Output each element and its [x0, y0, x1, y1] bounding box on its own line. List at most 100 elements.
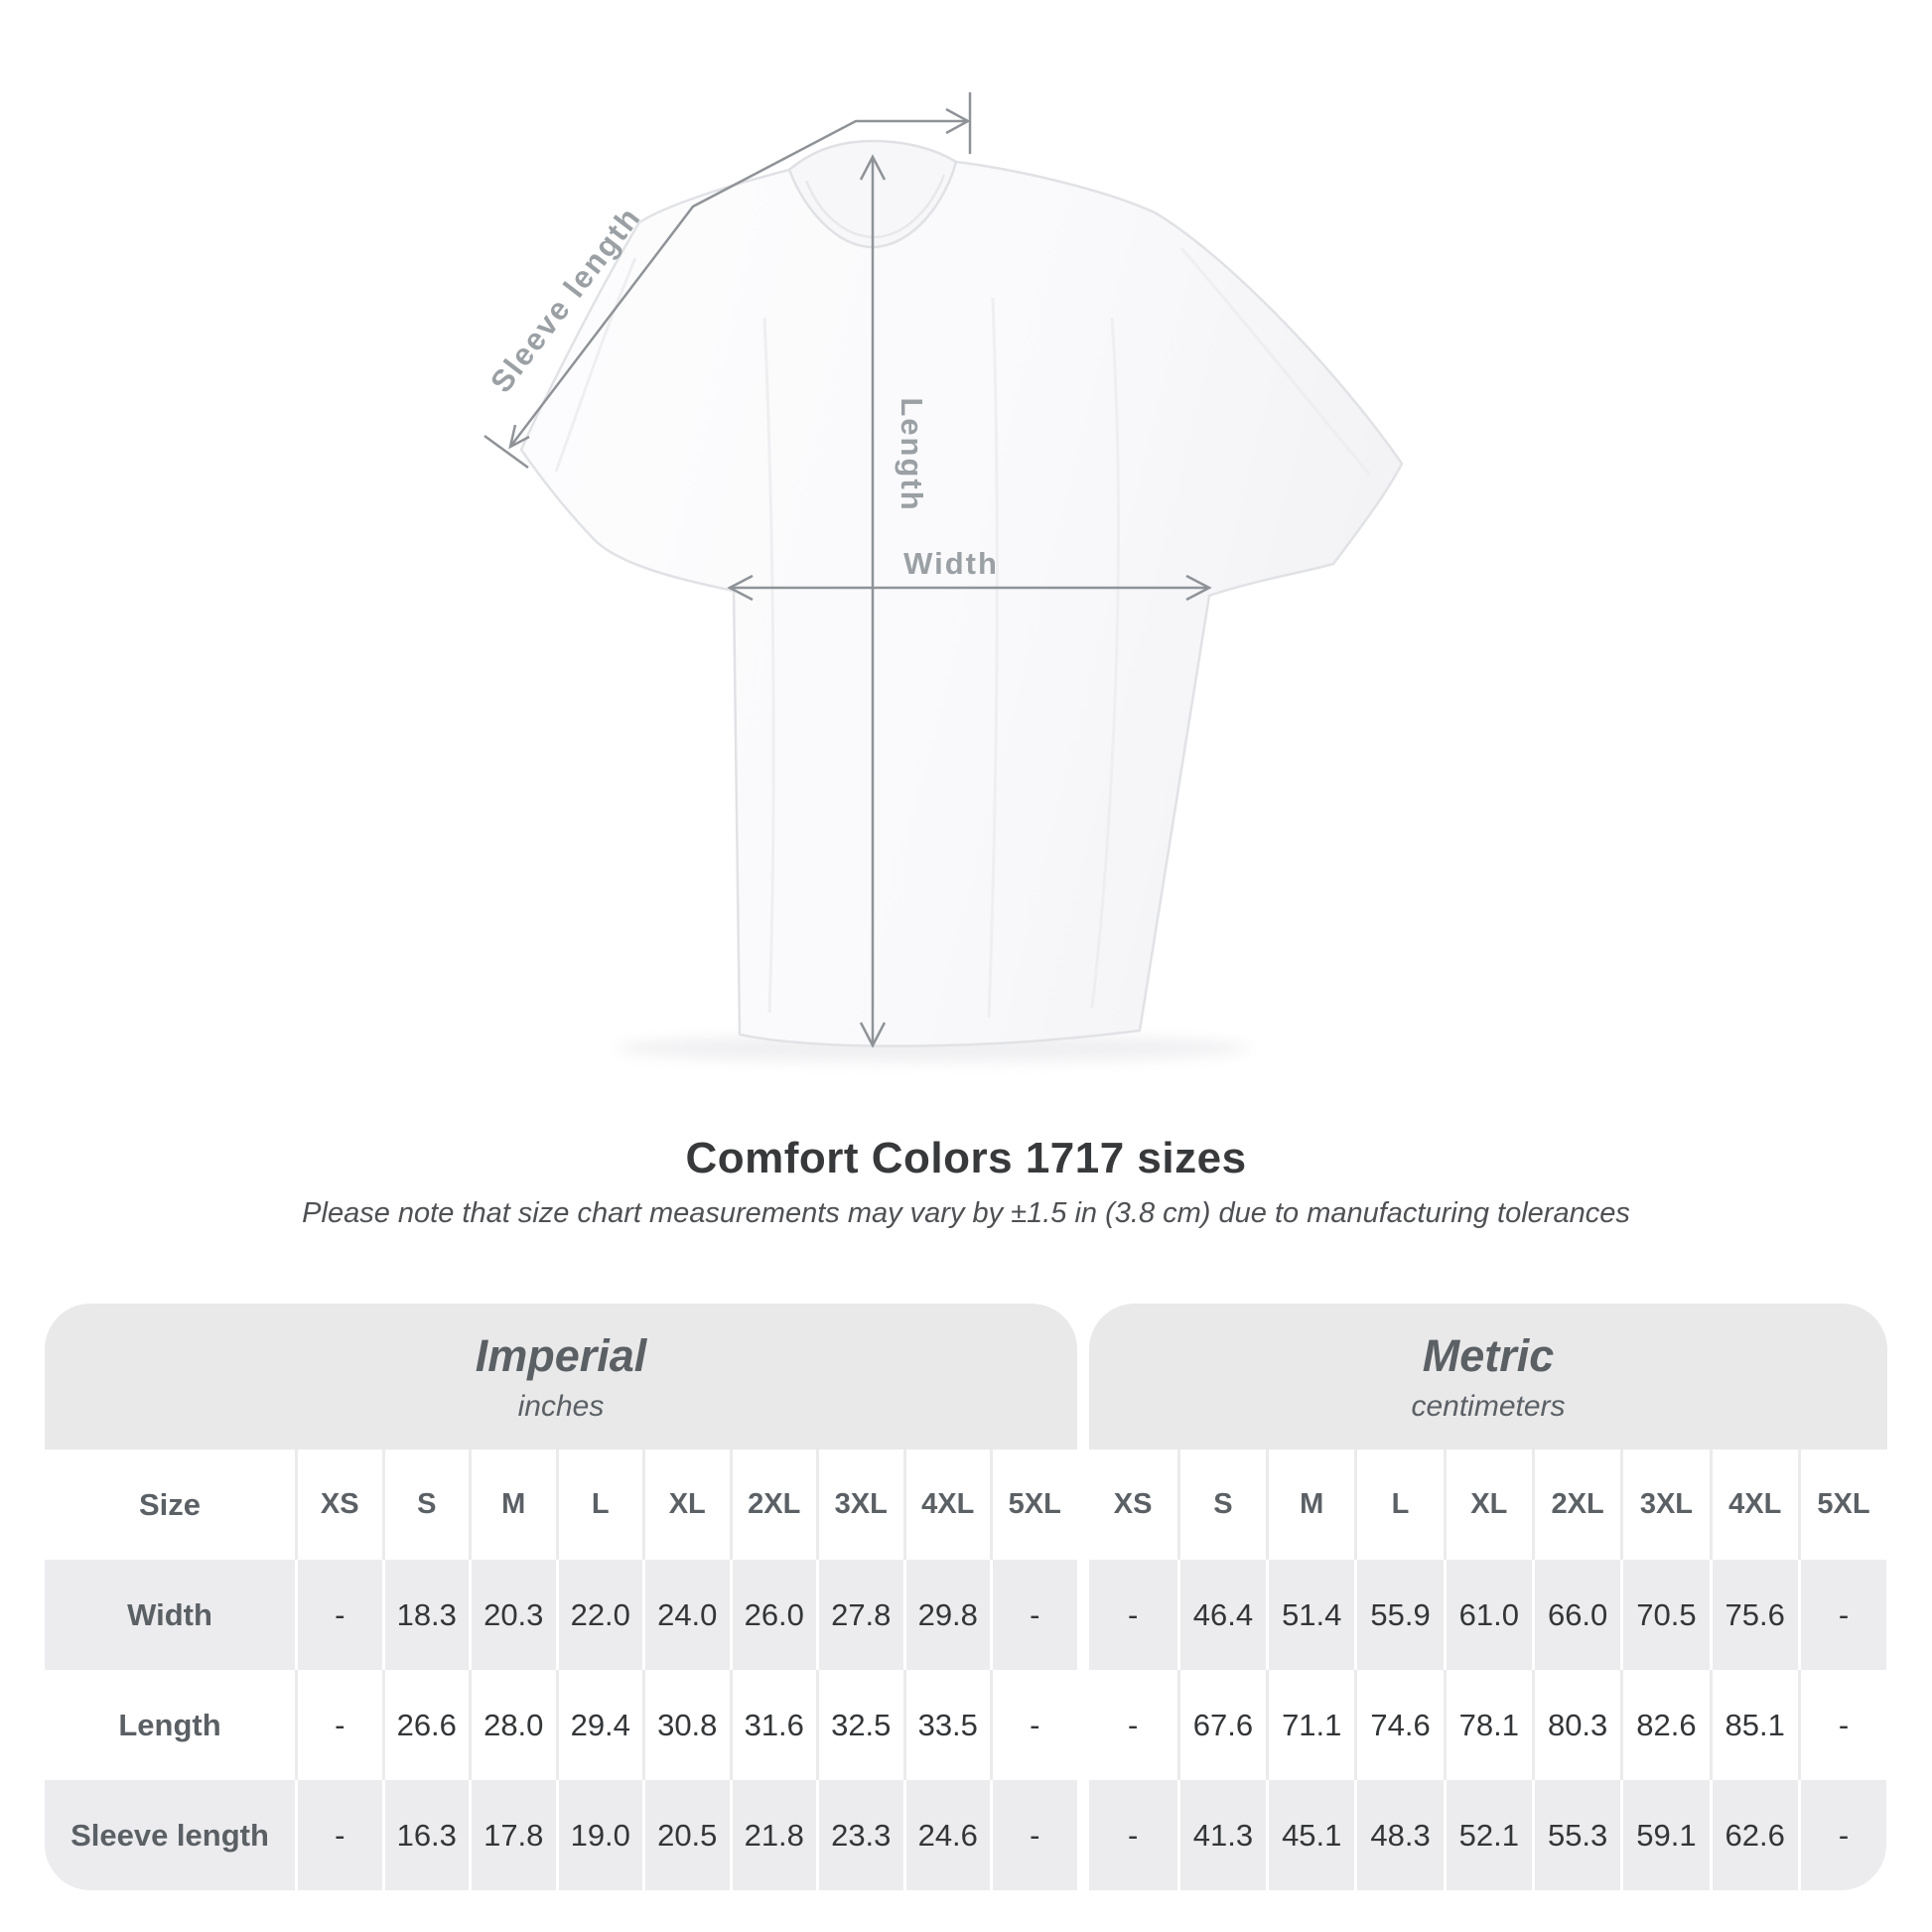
width-label: Width	[903, 546, 999, 581]
size-value-cell: -	[295, 1560, 382, 1670]
size-value-cell: 22.0	[555, 1560, 642, 1670]
size-value-cell: 46.4	[1176, 1560, 1267, 1670]
size-value-cell: -	[1797, 1560, 1887, 1670]
size-value-cell: -	[295, 1780, 382, 1890]
table-row: Size XS S M L XL 2XL 3XL 4XL 5XL XS S M L XL 2XL 3XL 4XL 5…	[45, 1449, 1887, 1560]
sleeve-length-end-arrowhead	[508, 424, 530, 450]
table-row: Length -26.6 28.0 29.4 30.8 31.6 32.5 33.5- -67.…	[45, 1670, 1887, 1780]
tshirt-size-diagram: Sleeve length Length Width	[483, 92, 1404, 1062]
size-value-cell: 62.6	[1709, 1780, 1798, 1890]
size-col-header: M	[1266, 1449, 1354, 1560]
length-label: Length	[895, 397, 929, 511]
size-value-cell: 32.5	[816, 1670, 903, 1780]
size-value-cell: 48.3	[1354, 1780, 1444, 1890]
size-value-cell: 55.3	[1531, 1780, 1621, 1890]
size-value-cell: 80.3	[1531, 1670, 1620, 1780]
table-row: Sleeve length -16.3 17.8 19.0 20.5 21.8 23.3 24…	[45, 1780, 1887, 1890]
size-value-cell: 23.3	[816, 1780, 903, 1890]
size-value-cell: 27.8	[816, 1560, 903, 1670]
size-col-header: 4XL	[1709, 1449, 1798, 1560]
size-value-cell: 30.8	[642, 1670, 730, 1780]
size-value-cell: 51.4	[1266, 1560, 1355, 1670]
sleeve-length-end-cap	[483, 434, 529, 470]
size-col-header: XL	[1443, 1449, 1532, 1560]
size-col-header: 5XL	[1797, 1449, 1886, 1560]
size-value-cell: 24.0	[642, 1560, 730, 1670]
width-right-arrowhead	[1185, 574, 1212, 602]
length-up-arrowhead	[859, 154, 887, 181]
size-value-cell: 66.0	[1531, 1560, 1621, 1670]
size-value-cell: -	[990, 1780, 1077, 1890]
size-value-cell: -	[1127, 1707, 1139, 1742]
size-value-cell: 26.6	[381, 1670, 470, 1780]
size-value-cell: 31.6	[729, 1670, 817, 1780]
size-value-cell: 52.1	[1443, 1780, 1532, 1890]
size-value-cell: 59.1	[1620, 1780, 1710, 1890]
size-table: Imperial inches Metric centimeters Size X…	[45, 1304, 1887, 1890]
size-value-cell: -	[295, 1670, 382, 1780]
size-value-cell: 29.8	[902, 1560, 990, 1670]
row-label: Length	[118, 1707, 221, 1742]
page-title: Comfort Colors 1717 sizes	[685, 1134, 1247, 1182]
size-value-cell: 41.3	[1176, 1780, 1267, 1890]
size-value-cell: -	[1797, 1670, 1886, 1780]
table-row: Width -18.3 20.3 22.0 24.0 26.0 27.8 29.8- -46.4…	[45, 1560, 1887, 1670]
size-header-label: Size	[138, 1486, 202, 1522]
size-col-header: L	[1354, 1449, 1443, 1560]
size-col-header: XL	[642, 1449, 730, 1560]
width-annotation	[727, 574, 1212, 602]
column-gutter	[1076, 1780, 1089, 1890]
size-value-cell: 67.6	[1176, 1670, 1266, 1780]
size-value-cell: 16.3	[381, 1780, 469, 1890]
imperial-subtitle: inches	[517, 1389, 605, 1423]
imperial-header: Imperial inches	[45, 1304, 1077, 1449]
size-col-header: L	[555, 1449, 643, 1560]
size-value-cell: 17.8	[469, 1780, 556, 1890]
size-value-cell: 33.5	[902, 1670, 991, 1780]
row-label: Width	[45, 1560, 295, 1670]
size-value-cell: 29.4	[555, 1670, 643, 1780]
size-value-cell: 18.3	[381, 1560, 469, 1670]
shirt-shadow	[616, 1035, 1251, 1062]
size-value-cell: 71.1	[1266, 1670, 1354, 1780]
size-value-cell: -	[1088, 1560, 1177, 1670]
size-value-cell: -	[1797, 1780, 1887, 1890]
sleeve-length-right-arrowhead	[945, 107, 971, 135]
sleeve-length-line	[509, 119, 968, 448]
page-subtitle: Please note that size chart measurements…	[302, 1197, 1630, 1229]
size-value-cell: 70.5	[1620, 1560, 1710, 1670]
size-col-header: 3XL	[1620, 1449, 1709, 1560]
size-value-cell: -	[990, 1560, 1077, 1670]
length-annotation	[859, 154, 887, 1048]
imperial-title: Imperial	[475, 1329, 647, 1381]
metric-title: Metric	[1422, 1329, 1555, 1381]
column-gutter	[1076, 1560, 1089, 1670]
size-col-header: 3XL	[816, 1449, 903, 1560]
size-value-cell: 45.1	[1266, 1780, 1355, 1890]
size-col-header: 2XL	[1531, 1449, 1620, 1560]
size-value-cell: 20.5	[642, 1780, 730, 1890]
unit-header-row: Imperial inches Metric centimeters	[45, 1304, 1887, 1449]
size-value-cell: 26.0	[729, 1560, 816, 1670]
size-value-cell: 21.8	[729, 1780, 816, 1890]
size-col-header: XS	[1113, 1488, 1153, 1520]
size-value-cell: 20.3	[469, 1560, 556, 1670]
size-col-header: S	[1176, 1449, 1266, 1560]
column-gutter	[1076, 1449, 1089, 1560]
size-col-header: S	[381, 1449, 470, 1560]
size-col-header: XS	[295, 1449, 382, 1560]
tshirt-graphic: Sleeve length Length Width	[483, 92, 1404, 1062]
length-down-arrowhead	[859, 1022, 887, 1048]
size-value-cell: 75.6	[1709, 1560, 1798, 1670]
fabric-folds	[554, 247, 1372, 1019]
size-value-cell: 28.0	[469, 1670, 556, 1780]
size-value-cell: 24.6	[902, 1780, 990, 1890]
metric-subtitle: centimeters	[1411, 1389, 1566, 1423]
tshirt-body	[519, 139, 1404, 1047]
size-value-cell: 19.0	[555, 1780, 642, 1890]
size-value-cell: 82.6	[1620, 1670, 1709, 1780]
row-label: Sleeve length	[45, 1780, 295, 1890]
size-value-cell: 85.1	[1709, 1670, 1798, 1780]
table-body: Size XS S M L XL 2XL 3XL 4XL 5XL XS S M L XL 2XL 3XL 4XL 5…	[45, 1449, 1887, 1890]
size-value-cell: 74.6	[1354, 1670, 1443, 1780]
